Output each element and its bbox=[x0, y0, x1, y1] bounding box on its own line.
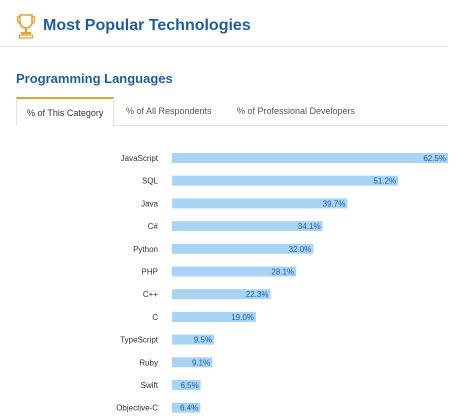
bar[interactable] bbox=[172, 380, 201, 390]
bar[interactable] bbox=[172, 289, 271, 300]
bar[interactable] bbox=[172, 198, 348, 209]
category-label: C++ bbox=[143, 290, 158, 299]
value-label: 28.1% bbox=[271, 268, 294, 277]
value-label: 6.4% bbox=[180, 404, 198, 413]
category-label: Ruby bbox=[139, 358, 158, 367]
bar[interactable] bbox=[172, 243, 314, 254]
value-label: 22.3% bbox=[246, 290, 269, 299]
tab-this-category[interactable]: % of This Category bbox=[16, 97, 115, 126]
value-label: 39.7% bbox=[323, 199, 346, 208]
bar[interactable] bbox=[172, 221, 323, 232]
bar[interactable] bbox=[172, 311, 256, 322]
bar[interactable] bbox=[172, 402, 201, 413]
page-title: Most Popular Technologies bbox=[43, 17, 251, 34]
bar[interactable] bbox=[172, 153, 448, 163]
bar[interactable] bbox=[172, 334, 214, 345]
tab-bar: % of This Category % of All Respondents … bbox=[16, 97, 448, 126]
category-label: C bbox=[152, 313, 158, 322]
tab-all-respondents[interactable]: % of All Respondents bbox=[126, 106, 212, 116]
tab-professional-developers[interactable]: % of Professional Developers bbox=[237, 106, 356, 116]
bar[interactable] bbox=[172, 266, 297, 277]
trophy-icon bbox=[16, 14, 36, 39]
bar[interactable] bbox=[172, 175, 399, 186]
category-label: Objective-C bbox=[116, 404, 158, 413]
value-label: 6.5% bbox=[180, 381, 198, 390]
value-label: 32.0% bbox=[289, 245, 312, 254]
value-label: 9.1% bbox=[192, 358, 210, 367]
category-label: Python bbox=[133, 245, 158, 254]
category-label: SQL bbox=[142, 177, 159, 186]
page-header: Most Popular Technologies bbox=[0, 0, 448, 47]
value-label: 51.2% bbox=[373, 177, 396, 186]
bar[interactable] bbox=[172, 357, 213, 368]
category-label: TypeScript bbox=[120, 336, 159, 345]
category-label: PHP bbox=[142, 268, 158, 277]
value-label: 9.5% bbox=[194, 336, 212, 345]
category-label: Swift bbox=[141, 381, 159, 390]
value-label: 62.5% bbox=[423, 154, 446, 163]
value-label: 34.1% bbox=[298, 222, 321, 231]
section-title: Programming Languages bbox=[16, 71, 173, 86]
category-label: Java bbox=[141, 199, 158, 208]
category-label: C# bbox=[148, 222, 159, 231]
category-label: JavaScript bbox=[121, 154, 159, 163]
value-label: 19.0% bbox=[231, 313, 254, 322]
